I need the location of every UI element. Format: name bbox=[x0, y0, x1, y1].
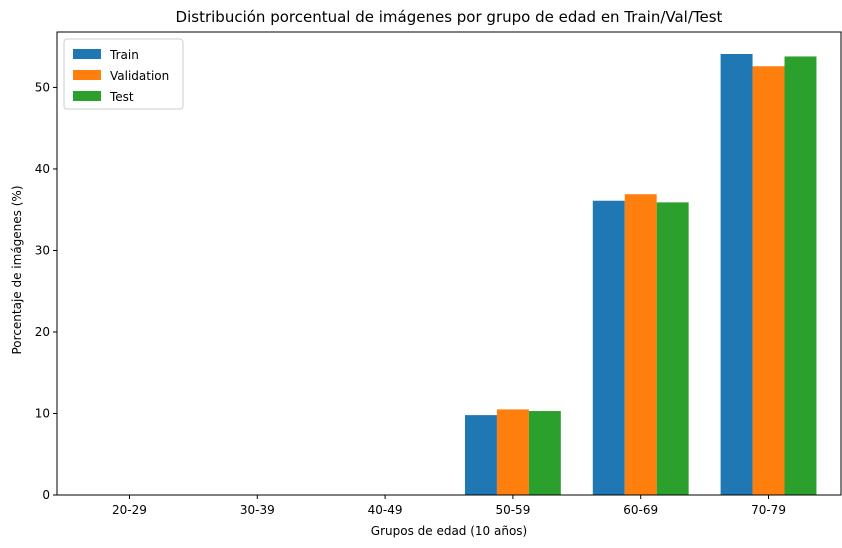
bar-train-50-59 bbox=[464, 415, 497, 495]
axes-frame bbox=[56, 31, 842, 496]
plot-area: 20-29 30-39 40-49 50-59 60-69 70-79 0 10 20 30 40 5… bbox=[35, 31, 842, 517]
bar-train-60-69 bbox=[592, 200, 625, 495]
x-axis-label: Grupos de edad (10 años) bbox=[371, 524, 527, 538]
x-tick-label: 40-49 bbox=[368, 503, 403, 517]
y-tick-label: 50 bbox=[35, 80, 50, 94]
legend-swatch-train bbox=[73, 49, 101, 59]
x-tick-label: 50-59 bbox=[495, 503, 530, 517]
legend-label-train: Train bbox=[109, 48, 139, 62]
y-tick-label: 30 bbox=[35, 243, 50, 257]
x-tick-label: 70-79 bbox=[751, 503, 786, 517]
y-axis-label: Porcentaje de imágenes (%) bbox=[10, 185, 24, 354]
bar-train-70-79 bbox=[720, 54, 753, 496]
legend-label-validation: Validation bbox=[110, 69, 169, 83]
bar-test-50-59 bbox=[528, 411, 561, 495]
legend-label-test: Test bbox=[109, 90, 134, 104]
x-tick-label: 60-69 bbox=[623, 503, 658, 517]
bar-validation-70-79 bbox=[752, 66, 785, 496]
y-tick-label: 10 bbox=[35, 406, 50, 420]
legend-swatch-validation bbox=[73, 70, 101, 80]
legend-swatch-test bbox=[73, 91, 101, 101]
y-tick-label: 40 bbox=[35, 162, 50, 176]
x-tick-label: 20-29 bbox=[112, 503, 147, 517]
y-tick-label: 20 bbox=[35, 325, 50, 339]
bar-test-60-69 bbox=[656, 202, 689, 495]
y-tick-label: 0 bbox=[42, 488, 50, 502]
bar-validation-60-69 bbox=[624, 194, 657, 496]
legend: Train Validation Test bbox=[63, 38, 184, 110]
bar-test-70-79 bbox=[784, 56, 817, 495]
chart-title: Distribución porcentual de imágenes por … bbox=[176, 8, 723, 26]
bar-validation-50-59 bbox=[496, 409, 529, 495]
x-tick-label: 30-39 bbox=[240, 503, 275, 517]
